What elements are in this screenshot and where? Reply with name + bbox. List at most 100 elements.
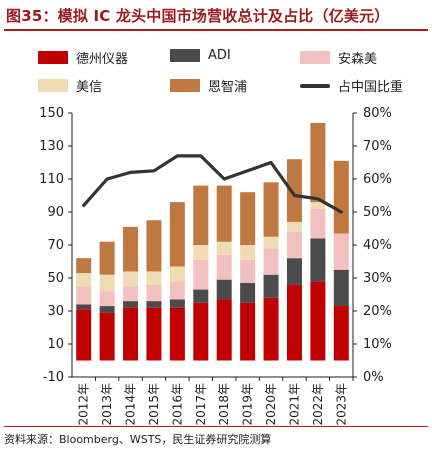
bar-segment xyxy=(240,245,256,260)
bar-segment xyxy=(216,279,232,300)
bar-segment xyxy=(99,312,115,361)
bar-segment xyxy=(310,238,326,282)
bar-segment xyxy=(169,281,185,300)
x-tick-label: 2017年 xyxy=(194,383,208,426)
y-tick-label: 10 xyxy=(47,337,64,352)
bar-segment xyxy=(310,122,326,203)
x-tick-label: 2016年 xyxy=(170,383,184,426)
bar-segment xyxy=(193,289,209,303)
legend-swatch-ti xyxy=(38,51,68,64)
bar-segment xyxy=(286,221,302,232)
y2-tick-label: 70% xyxy=(363,139,392,154)
y-tick-label: 50 xyxy=(47,271,64,286)
y2-tick-label: 80% xyxy=(363,106,392,121)
legend-item-ti: 德州仪器 xyxy=(38,48,128,67)
bar-segment xyxy=(123,301,139,308)
bar-segment xyxy=(99,241,115,275)
bar-segment xyxy=(333,269,349,307)
bar-segment xyxy=(146,220,162,272)
legend-label-share: 占中国比重 xyxy=(338,80,404,95)
bar-segment xyxy=(193,259,209,290)
legend: 德州仪器 ADI 安森美 美信 恩智浦 占中国比重 xyxy=(0,40,432,110)
y-tick-label: -10 xyxy=(43,370,64,385)
bar-segment xyxy=(310,208,326,239)
legend-label-nxp: 恩智浦 xyxy=(208,80,248,95)
y-tick-label: 150 xyxy=(39,106,64,121)
bar-segment xyxy=(240,282,256,303)
title-divider xyxy=(4,29,428,31)
x-tick-label: 2021年 xyxy=(287,383,301,426)
legend-item-maxim: 美信 xyxy=(38,76,102,95)
x-tick-label: 2023年 xyxy=(334,383,348,426)
bar-segment xyxy=(146,307,162,361)
y2-tick-label: 50% xyxy=(363,205,392,220)
bar-segment xyxy=(333,306,349,361)
bar-segment xyxy=(76,309,92,361)
y-tick-label: 110 xyxy=(39,172,64,187)
y2-tick-label: 20% xyxy=(363,304,392,319)
y2-tick-label: 60% xyxy=(363,172,392,187)
y-tick-label: 130 xyxy=(39,139,64,154)
legend-label-ti: 德州仪器 xyxy=(76,52,129,67)
source-note: 资料来源：Bloomberg、WSTS，民生证券研究院测算 xyxy=(4,433,272,446)
bar-segment xyxy=(146,271,162,285)
bar-segment xyxy=(333,233,349,270)
bar-segment xyxy=(263,297,279,361)
x-tick-label: 2015年 xyxy=(147,383,161,426)
legend-label-adi: ADI xyxy=(208,48,231,63)
bar-segment xyxy=(193,185,209,245)
bar-segment xyxy=(263,182,279,237)
legend-label-onsemi: 安森美 xyxy=(338,52,378,67)
legend-item-onsemi: 安森美 xyxy=(300,48,377,67)
chart-title: 图35：模拟 IC 龙头中国市场营收总计及占比（亿美元） xyxy=(6,7,390,25)
x-tick-label: 2022年 xyxy=(311,383,325,426)
bar-segment xyxy=(99,306,115,313)
bar-segment xyxy=(76,286,92,305)
y2-tick-label: 10% xyxy=(363,337,392,352)
bar-segment xyxy=(99,274,115,292)
bar-segment xyxy=(76,304,92,310)
legend-item-share: 占中国比重 xyxy=(300,76,403,95)
bar-segment xyxy=(310,281,326,361)
bar-segment xyxy=(286,284,302,361)
y2-tick-label: 40% xyxy=(363,238,392,253)
bar-segment xyxy=(240,302,256,361)
bar-segment xyxy=(193,245,209,260)
legend-swatch-onsemi xyxy=(300,51,330,64)
bar-segment xyxy=(146,284,162,302)
bar-segment xyxy=(193,302,209,361)
x-tick-label: 2018年 xyxy=(217,383,231,426)
x-tick-label: 2014年 xyxy=(124,383,138,426)
x-tick-label: 2013年 xyxy=(100,383,114,426)
bar-segment xyxy=(286,258,302,285)
legend-item-nxp: 恩智浦 xyxy=(170,76,247,95)
bar-segment xyxy=(216,254,232,280)
legend-swatch-share xyxy=(300,83,330,88)
bar-segment xyxy=(286,231,302,259)
bar-segment xyxy=(216,241,232,255)
bar-segment xyxy=(216,185,232,242)
y2-tick-label: 0% xyxy=(363,370,384,385)
bar-segment xyxy=(169,266,185,282)
bar-segment xyxy=(263,248,279,275)
bar-segment xyxy=(263,274,279,298)
bar-segment xyxy=(263,236,279,249)
bar-segment xyxy=(99,291,115,307)
legend-item-adi: ADI xyxy=(170,48,231,63)
bar-segment xyxy=(123,307,139,361)
bar-segment xyxy=(240,259,256,283)
x-tick-label: 2020年 xyxy=(264,383,278,426)
legend-swatch-maxim xyxy=(38,79,68,92)
bar-segment xyxy=(76,258,92,274)
share-line xyxy=(82,154,343,214)
y-tick-label: 70 xyxy=(47,238,64,253)
source-divider xyxy=(4,426,428,427)
bar-segment xyxy=(310,202,326,209)
legend-swatch-nxp xyxy=(170,79,200,92)
bar-segment xyxy=(146,301,162,308)
bar-segment xyxy=(76,273,92,287)
y2-tick-label: 30% xyxy=(363,271,392,286)
x-tick-label: 2012年 xyxy=(77,383,91,426)
bar-segment xyxy=(123,271,139,287)
